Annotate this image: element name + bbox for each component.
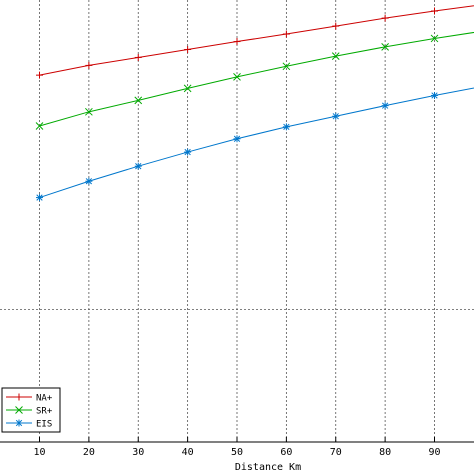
data-point-2-3 (184, 148, 192, 156)
data-point-2-4 (233, 135, 241, 143)
data-point-0-5 (282, 30, 290, 38)
data-point-2-2 (134, 162, 142, 170)
data-point-1-3 (183, 84, 192, 93)
chart-ticks: 10 20 30 40 50 60 70 80 90 (33, 437, 441, 458)
x-tick-label-10: 10 (33, 447, 45, 458)
data-point-0-1 (85, 61, 93, 69)
x-axis-label: Distance Km (235, 462, 301, 473)
data-point-2-5 (282, 123, 290, 131)
x-tick-label-30: 30 (132, 447, 144, 458)
x-tick-label-20: 20 (83, 447, 95, 458)
chart-grid (0, 0, 474, 442)
x-tick-label-40: 40 (182, 447, 194, 458)
legend-label-0: NA+ (36, 394, 53, 404)
series-line-1 (39, 31, 474, 127)
data-point-0-6 (332, 22, 340, 30)
legend-marker-2 (15, 419, 23, 427)
data-point-2-1 (85, 177, 93, 185)
data-point-1-6 (331, 52, 340, 60)
chart-series (35, 5, 474, 202)
x-tick-label-90: 90 (428, 447, 440, 458)
legend-marker-1 (15, 406, 23, 414)
x-tick-label-80: 80 (379, 447, 391, 458)
data-point-0-3 (184, 46, 192, 54)
data-point-2-6 (332, 112, 340, 120)
data-point-1-1 (85, 107, 93, 116)
series-line-2 (39, 87, 474, 199)
data-point-2-8 (431, 91, 438, 99)
data-point-2-7 (381, 102, 389, 110)
data-point-1-5 (282, 62, 291, 71)
data-point-0-8 (431, 7, 438, 15)
x-tick-label-70: 70 (330, 447, 342, 458)
data-point-1-0 (35, 122, 44, 130)
data-point-0-7 (381, 14, 389, 22)
legend-marker-0 (15, 393, 23, 401)
data-point-1-8 (430, 34, 439, 43)
data-point-0-2 (134, 53, 142, 61)
data-point-0-0 (36, 71, 43, 79)
series-line-0 (39, 5, 474, 76)
data-point-0-4 (233, 38, 241, 46)
x-tick-label-60: 60 (280, 447, 292, 458)
data-point-1-7 (381, 42, 389, 51)
data-point-2-0 (36, 194, 43, 202)
data-point-1-4 (233, 73, 241, 81)
legend-label-2: EIS (36, 420, 52, 430)
x-tick-label-50: 50 (231, 447, 243, 458)
legend: NA+ SR+ EIS (1, 387, 61, 433)
data-point-1-2 (134, 96, 143, 105)
legend-label-1: SR+ (36, 407, 53, 417)
